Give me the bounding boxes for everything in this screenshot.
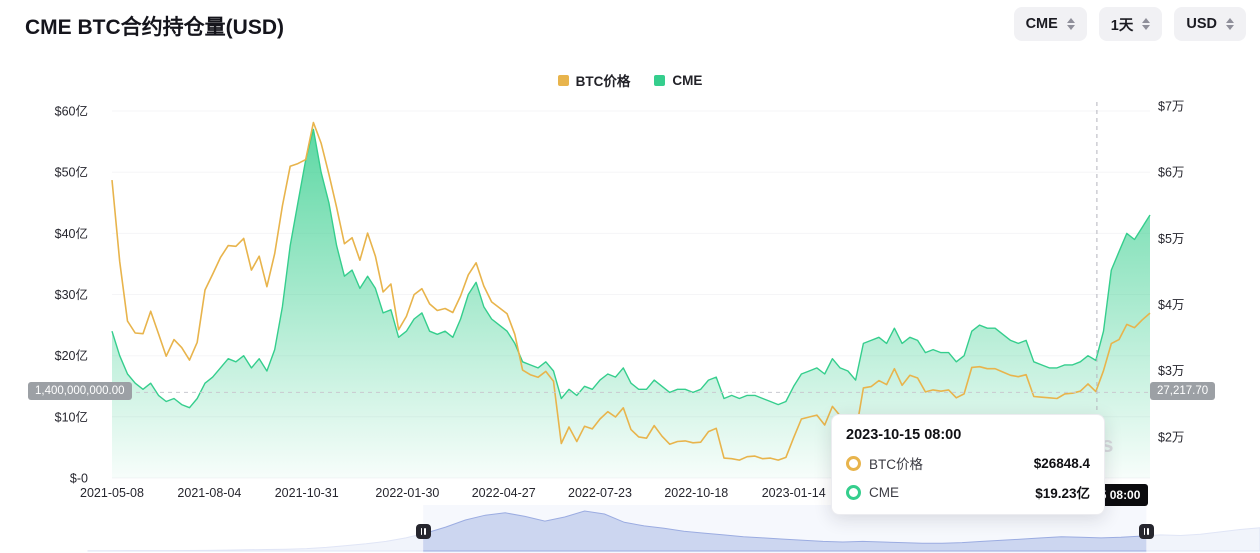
legend-label: BTC价格 <box>575 74 631 89</box>
svg-text:2022-10-18: 2022-10-18 <box>664 486 728 500</box>
updown-chevron-icon <box>1142 18 1151 30</box>
interval-select[interactable]: 1天 <box>1098 7 1163 41</box>
tooltip-row-label: CME <box>869 484 899 500</box>
tooltip-row-label: BTC价格 <box>869 457 923 472</box>
svg-text:$60亿: $60亿 <box>55 104 88 119</box>
symbol-select-value: CME <box>1025 16 1058 32</box>
tooltip-date: 2023-10-15 08:00 <box>846 427 962 443</box>
currency-select-value: USD <box>1186 16 1217 32</box>
svg-text:2021-10-31: 2021-10-31 <box>275 486 339 500</box>
svg-text:$10亿: $10亿 <box>55 409 88 424</box>
main-chart-svg[interactable]: $-0 $10亿 $20亿 $30亿 $40亿 $50亿 $60亿 $2万 $3万 $4万 $5万 $… <box>0 0 1260 505</box>
updown-chevron-icon <box>1066 18 1075 30</box>
drag-grip-icon <box>424 528 426 535</box>
navigator-handle-right[interactable] <box>1138 524 1154 539</box>
svg-text:2021-05-08: 2021-05-08 <box>80 486 144 500</box>
crosshair-left-value-badge: 1,400,000,000.00 <box>28 382 132 400</box>
svg-text:$40亿: $40亿 <box>55 226 88 241</box>
chart-tooltip: 2023-10-15 08:00 BTC价格 $26848.4 CME $19.… <box>831 414 1105 515</box>
cme-series-swatch-icon <box>654 74 666 86</box>
svg-text:2022-01-30: 2022-01-30 <box>375 486 439 500</box>
svg-text:$-0: $-0 <box>70 472 88 486</box>
tooltip-row-value: $26848.4 <box>1033 455 1090 471</box>
page-title: CME BTC合约持仓量(USD) <box>25 16 284 39</box>
controls-bar: CME 1天 USD <box>1013 7 1246 41</box>
interval-select-value: 1天 <box>1110 17 1134 34</box>
svg-text:2023-01-14: 2023-01-14 <box>762 486 826 500</box>
legend-item-btc-price[interactable]: BTC价格 <box>557 70 631 90</box>
svg-text:$20亿: $20亿 <box>55 348 88 363</box>
svg-text:$2万: $2万 <box>1158 430 1184 444</box>
svg-text:2022-04-27: 2022-04-27 <box>472 486 536 500</box>
svg-text:$6万: $6万 <box>1158 166 1184 180</box>
symbol-select[interactable]: CME <box>1013 7 1087 41</box>
svg-text:$4万: $4万 <box>1158 298 1184 312</box>
svg-text:$30亿: $30亿 <box>55 287 88 302</box>
legend-item-cme[interactable]: CME <box>654 70 702 90</box>
svg-text:$7万: $7万 <box>1158 100 1184 114</box>
svg-text:$5万: $5万 <box>1158 232 1184 246</box>
cme-series-marker-icon <box>846 484 861 500</box>
tooltip-row-value: $19.23亿 <box>1035 486 1090 501</box>
legend-label: CME <box>672 72 703 88</box>
crosshair-right-value-badge: 27,217.70 <box>1150 382 1216 400</box>
tooltip-row-btc: BTC价格 $26848.4 <box>846 453 1090 473</box>
svg-text:2022-07-23: 2022-07-23 <box>568 486 632 500</box>
chart-legend: BTC价格 CME <box>0 70 1260 90</box>
svg-text:2021-08-04: 2021-08-04 <box>177 486 241 500</box>
drag-grip-icon <box>1143 528 1146 535</box>
drag-grip-icon <box>1147 528 1149 535</box>
drag-grip-icon <box>420 528 423 535</box>
svg-text:$50亿: $50亿 <box>55 165 88 180</box>
tooltip-row-cme: CME $19.23亿 <box>846 482 1090 502</box>
svg-text:$3万: $3万 <box>1158 364 1184 378</box>
btc-series-swatch-icon <box>557 74 569 86</box>
btc-series-marker-icon <box>846 455 861 471</box>
updown-chevron-icon <box>1226 18 1234 30</box>
currency-select[interactable]: USD <box>1174 7 1246 41</box>
navigator-handle-left[interactable] <box>415 524 431 539</box>
